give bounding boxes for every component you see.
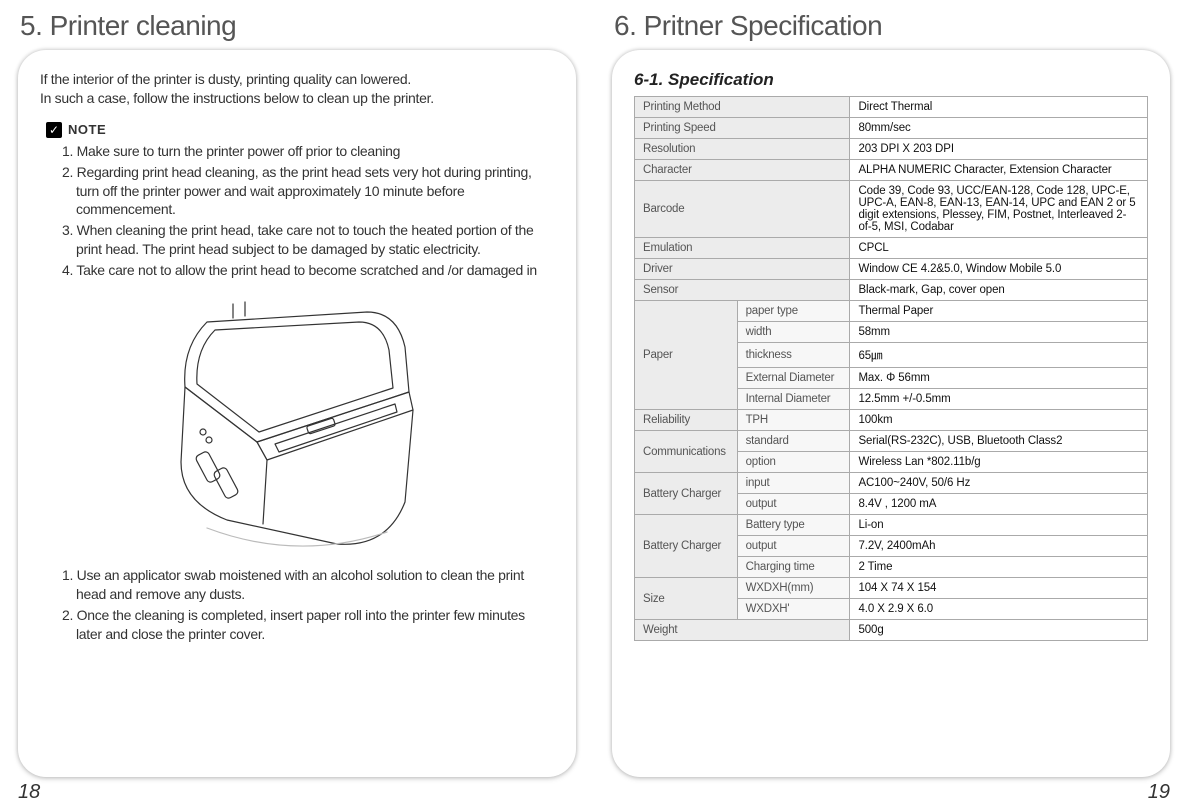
note-item: 2. Regarding print head cleaning, as the…	[62, 163, 554, 220]
table-row: Character ALPHA NUMERIC Character, Exten…	[635, 160, 1148, 181]
table-row: Battery Charger Battery type Li-on	[635, 515, 1148, 536]
manual-spread: 5. Printer cleaning If the interior of t…	[0, 0, 1188, 812]
page-right: 6. Pritner Specification 6-1. Specificat…	[594, 0, 1188, 812]
spec-group-label: Battery Charger	[635, 515, 738, 578]
note-list: 1. Make sure to turn the printer power o…	[40, 142, 554, 280]
note-item: 3. When cleaning the print head, take ca…	[62, 221, 554, 259]
spec-value: 203 DPI X 203 DPI	[850, 139, 1148, 160]
spec-value: 8.4V , 1200 mA	[850, 494, 1148, 515]
panel-right: 6-1. Specification Printing Method Direc…	[612, 50, 1170, 777]
spec-value: 100km	[850, 410, 1148, 431]
spec-label: Resolution	[635, 139, 850, 160]
table-row: Barcode Code 39, Code 93, UCC/EAN-128, C…	[635, 181, 1148, 238]
spec-value: 12.5mm +/-0.5mm	[850, 389, 1148, 410]
intro-line-1: If the interior of the printer is dusty,…	[40, 71, 411, 87]
spec-value: Li-on	[850, 515, 1148, 536]
spec-label: Emulation	[635, 238, 850, 259]
spec-value: Thermal Paper	[850, 301, 1148, 322]
spec-sublabel: thickness	[737, 343, 850, 368]
table-row: Size WXDXH(mm) 104 X 74 X 154	[635, 578, 1148, 599]
table-row: Reliability TPH 100km	[635, 410, 1148, 431]
spec-sublabel: Charging time	[737, 557, 850, 578]
spec-group-label: Reliability	[635, 410, 738, 431]
spec-sublabel: option	[737, 452, 850, 473]
spec-value: Max. Φ 56mm	[850, 368, 1148, 389]
page-left: 5. Printer cleaning If the interior of t…	[0, 0, 594, 812]
table-row: Paper paper type Thermal Paper	[635, 301, 1148, 322]
table-row: Driver Window CE 4.2&5.0, Window Mobile …	[635, 259, 1148, 280]
spec-group-label: Communications	[635, 431, 738, 473]
table-row: Weight 500g	[635, 620, 1148, 641]
spec-table: Printing Method Direct Thermal Printing …	[634, 96, 1148, 641]
table-row: Communications standard Serial(RS-232C),…	[635, 431, 1148, 452]
table-row: Resolution 203 DPI X 203 DPI	[635, 139, 1148, 160]
check-icon: ✓	[46, 122, 62, 138]
note-label: NOTE	[68, 122, 106, 137]
spec-label: Weight	[635, 620, 850, 641]
table-row: Emulation CPCL	[635, 238, 1148, 259]
spec-label: Driver	[635, 259, 850, 280]
spec-sublabel: Internal Diameter	[737, 389, 850, 410]
spec-label: Printing Speed	[635, 118, 850, 139]
spec-value: Wireless Lan *802.11b/g	[850, 452, 1148, 473]
spec-sublabel: WXDXH'	[737, 599, 850, 620]
spec-value: Window CE 4.2&5.0, Window Mobile 5.0	[850, 259, 1148, 280]
spec-sublabel: width	[737, 322, 850, 343]
spec-sublabel: input	[737, 473, 850, 494]
spec-subheading: 6-1. Specification	[634, 70, 1148, 90]
table-row: Printing Method Direct Thermal	[635, 97, 1148, 118]
page-number-left: 18	[18, 781, 576, 804]
spec-label: Sensor	[635, 280, 850, 301]
spec-label: Printing Method	[635, 97, 850, 118]
spec-label: Barcode	[635, 181, 850, 238]
spec-value: 104 X 74 X 154	[850, 578, 1148, 599]
spec-value: 7.2V, 2400mAh	[850, 536, 1148, 557]
spec-sublabel: paper type	[737, 301, 850, 322]
step-item: 1. Use an applicator swab moistened with…	[62, 566, 554, 604]
note-heading: ✓ NOTE	[46, 122, 554, 138]
printer-illustration	[137, 292, 457, 552]
step-item: 2. Once the cleaning is completed, inser…	[62, 606, 554, 644]
page-number-right: 19	[612, 781, 1170, 804]
spec-group-label: Battery Charger	[635, 473, 738, 515]
spec-value: 500g	[850, 620, 1148, 641]
spec-sublabel: External Diameter	[737, 368, 850, 389]
note-item: 4. Take care not to allow the print head…	[62, 261, 554, 280]
table-row: Sensor Black-mark, Gap, cover open	[635, 280, 1148, 301]
spec-sublabel: output	[737, 494, 850, 515]
spec-sublabel: Battery type	[737, 515, 850, 536]
intro-line-2: In such a case, follow the instructions …	[40, 90, 434, 106]
spec-value: 4.0 X 2.9 X 6.0	[850, 599, 1148, 620]
spec-value: 65㎛	[850, 343, 1148, 368]
note-item: 1. Make sure to turn the printer power o…	[62, 142, 554, 161]
spec-sublabel: output	[737, 536, 850, 557]
spec-value: Code 39, Code 93, UCC/EAN-128, Code 128,…	[850, 181, 1148, 238]
spec-value: AC100~240V, 50/6 Hz	[850, 473, 1148, 494]
spec-sublabel: TPH	[737, 410, 850, 431]
spec-value: 80mm/sec	[850, 118, 1148, 139]
spec-sublabel: WXDXH(mm)	[737, 578, 850, 599]
spec-group-label: Size	[635, 578, 738, 620]
section-title-left: 5. Printer cleaning	[20, 10, 576, 42]
steps-list: 1. Use an applicator swab moistened with…	[40, 566, 554, 644]
spec-value: ALPHA NUMERIC Character, Extension Chara…	[850, 160, 1148, 181]
spec-value: 2 Time	[850, 557, 1148, 578]
intro-text: If the interior of the printer is dusty,…	[40, 70, 554, 108]
table-row: Battery Charger input AC100~240V, 50/6 H…	[635, 473, 1148, 494]
panel-left: If the interior of the printer is dusty,…	[18, 50, 576, 777]
spec-value: Direct Thermal	[850, 97, 1148, 118]
spec-value: CPCL	[850, 238, 1148, 259]
table-row: Printing Speed 80mm/sec	[635, 118, 1148, 139]
spec-value: 58mm	[850, 322, 1148, 343]
spec-sublabel: standard	[737, 431, 850, 452]
section-title-right: 6. Pritner Specification	[614, 10, 1170, 42]
spec-group-label: Paper	[635, 301, 738, 410]
spec-value: Serial(RS-232C), USB, Bluetooth Class2	[850, 431, 1148, 452]
spec-value: Black-mark, Gap, cover open	[850, 280, 1148, 301]
spec-label: Character	[635, 160, 850, 181]
